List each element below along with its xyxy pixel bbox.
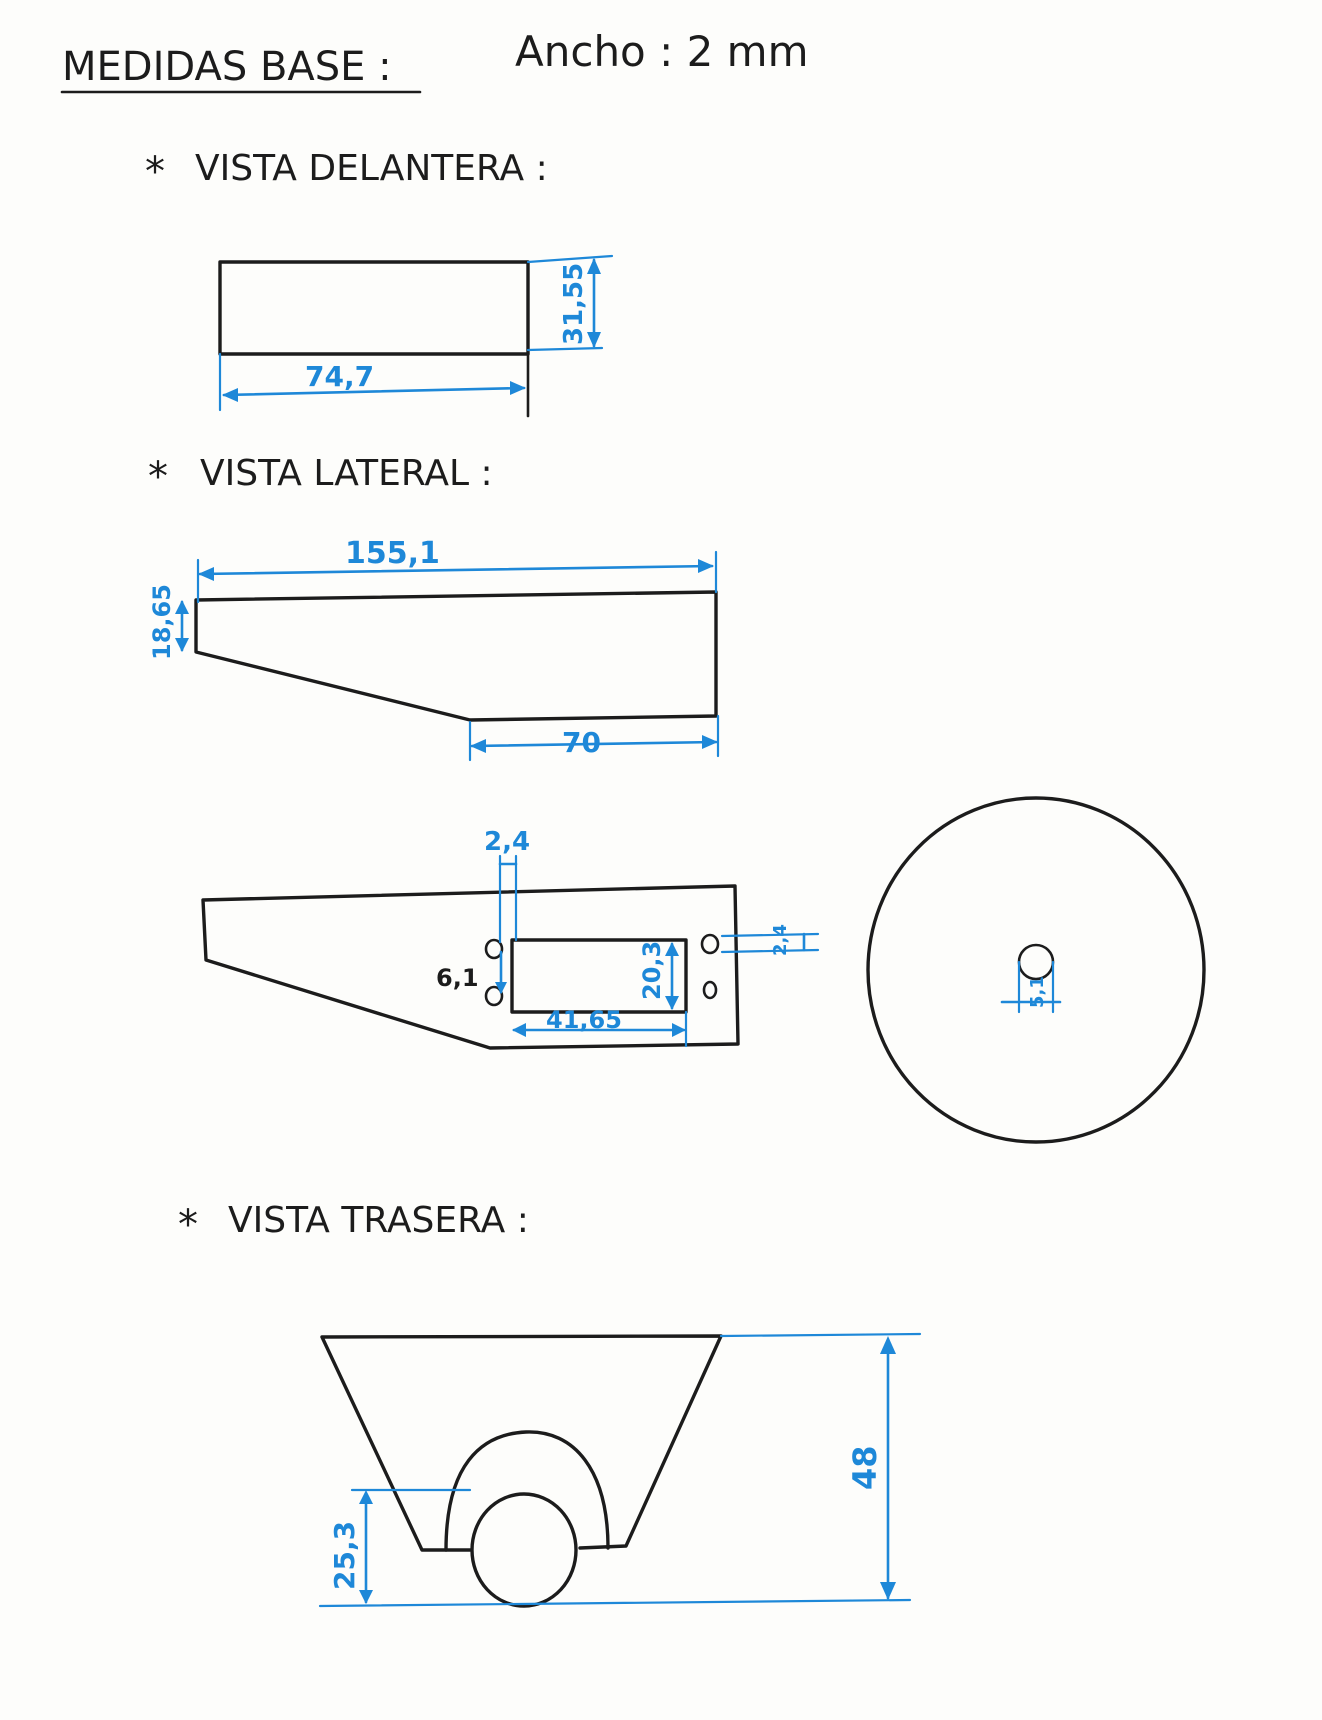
front-view-label: VISTA DELANTERA : xyxy=(195,148,548,189)
rear-body-outline xyxy=(320,1334,723,1552)
slot-height-arrow-bottom xyxy=(665,996,679,1010)
slot-height-arrow-top xyxy=(665,942,679,956)
mounting-hole-left-top xyxy=(484,938,504,960)
right-hole-offset-label: 2,4 xyxy=(770,924,791,956)
servo-slot xyxy=(510,938,688,1014)
hole-spacing-label: 6,1 xyxy=(436,964,479,992)
wheel-hub-hole xyxy=(1017,943,1055,981)
slot-width-arrow-left xyxy=(512,1023,526,1037)
rear-fender-arch xyxy=(444,1430,610,1552)
wheel-circle xyxy=(866,796,1206,1144)
side-view-label: VISTA LATERAL : xyxy=(200,453,493,494)
slot-width-label: 41,65 xyxy=(546,1006,622,1034)
slot-offset-label: 2,4 xyxy=(484,827,530,857)
front-height-arrow-top xyxy=(587,258,601,274)
rear-view-label: VISTA TRASERA : xyxy=(228,1200,529,1241)
rear-wheel xyxy=(470,1492,578,1608)
front-view-bullet: * xyxy=(145,149,165,195)
rear-height-ext-top xyxy=(719,1332,922,1338)
side-front-height-arrow-top xyxy=(175,600,189,614)
rear-height-label: 48 xyxy=(846,1445,884,1490)
rear-axle-arrow-top xyxy=(359,1490,373,1504)
rear-view-bullet: * xyxy=(178,1202,198,1248)
rear-view: * VISTA TRASERA : 48 25,3 xyxy=(178,1200,922,1608)
front-width-dimension-line xyxy=(222,386,526,397)
slot-height-label: 20,3 xyxy=(638,941,666,1000)
side-bottom-length-label: 70 xyxy=(562,726,601,759)
wheel-hole-label: 5,1 xyxy=(1027,976,1048,1008)
side-bottom-length-arrow-right xyxy=(702,735,718,749)
front-height-ext-top xyxy=(526,254,614,264)
hole-spacing-arrow-bottom xyxy=(495,982,507,994)
front-width-arrow-left xyxy=(222,388,238,402)
side-front-height-label: 18,65 xyxy=(148,584,176,660)
side-length-dimension-line xyxy=(198,564,714,576)
front-height-ext-bottom xyxy=(526,346,604,352)
rear-axle-arrow-bottom xyxy=(359,1590,373,1604)
front-width-arrow-right xyxy=(510,381,526,395)
mounting-hole-left-bottom xyxy=(484,985,504,1007)
side-front-height-arrow-bottom xyxy=(175,638,189,652)
front-height-arrow-bottom xyxy=(587,332,601,348)
side-view-outline xyxy=(194,590,718,722)
front-height-label: 31,55 xyxy=(559,263,589,345)
side-view-detail: 2,4 6,1 20,3 41,65 2,4 5,1 xyxy=(201,796,1206,1144)
side-bottom-length-arrow-left xyxy=(470,739,486,753)
front-view: * VISTA DELANTERA : 74,7 31,55 xyxy=(145,148,614,418)
side-length-arrow-left xyxy=(198,567,214,581)
front-width-label: 74,7 xyxy=(305,360,374,393)
header: MEDIDAS BASE : Ancho : 2 mm xyxy=(60,27,809,94)
sheet-title: MEDIDAS BASE : xyxy=(62,44,392,90)
rear-height-arrow-bottom xyxy=(880,1582,896,1600)
slot-width-arrow-right xyxy=(672,1023,686,1037)
mounting-hole-right-bottom xyxy=(702,980,718,1000)
right-hole-ext-top xyxy=(720,932,820,938)
rear-height-arrow-top xyxy=(880,1336,896,1354)
side-view-bullet: * xyxy=(148,454,168,500)
front-view-outline xyxy=(218,260,530,356)
side-length-label: 155,1 xyxy=(345,536,440,571)
side-length-arrow-right xyxy=(698,559,714,573)
side-view: * VISTA LATERAL : 155,1 18,65 70 xyxy=(148,453,720,762)
rear-axle-label: 25,3 xyxy=(328,1521,361,1590)
side-detail-outline xyxy=(201,884,740,1050)
width-note: Ancho : 2 mm xyxy=(515,27,809,76)
mounting-hole-right-top xyxy=(700,933,720,955)
side-bottom-length-dimension-line xyxy=(470,740,718,748)
right-hole-ext-bottom xyxy=(720,948,820,954)
rear-height-ext-bottom xyxy=(318,1598,912,1608)
